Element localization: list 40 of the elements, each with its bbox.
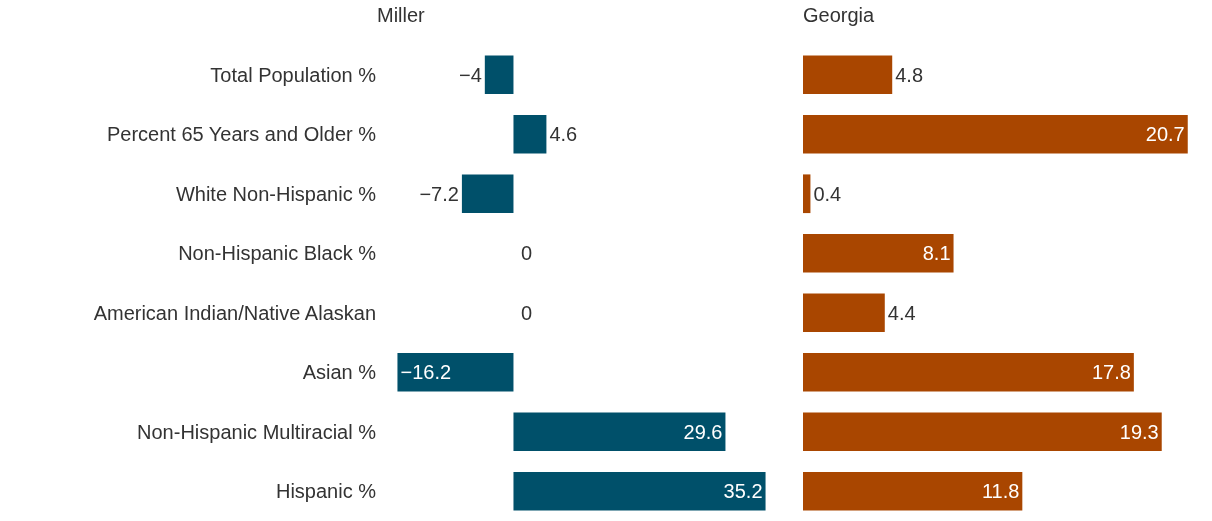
- bar: [513, 412, 726, 452]
- data-label: −4: [459, 63, 482, 86]
- data-label: 0: [521, 302, 533, 324]
- bar: [484, 55, 514, 95]
- bar: [803, 471, 1023, 511]
- data-label: 4.8: [895, 63, 924, 86]
- bar: [513, 471, 766, 511]
- y-tick-label: American Indian/Native Alaskan: [93, 301, 376, 324]
- bar: [803, 412, 1162, 452]
- data-label: 4.6: [549, 123, 578, 146]
- chart-title: Miller: [377, 3, 426, 26]
- data-label: 11.8: [981, 480, 1020, 503]
- data-label: 35.2: [723, 480, 763, 503]
- y-tick-label: Asian %: [302, 361, 377, 384]
- data-label: 17.8: [1091, 361, 1131, 384]
- chart-title: Georgia: [803, 3, 876, 26]
- data-label: −16.2: [400, 361, 452, 384]
- data-label: 19.3: [1119, 420, 1159, 443]
- bar: [803, 293, 885, 333]
- bar: [803, 233, 954, 273]
- y-tick-label: Total Population %: [210, 63, 377, 86]
- y-tick-label: Hispanic %: [275, 480, 377, 503]
- data-label: −7.2: [419, 182, 459, 205]
- bar: [513, 114, 547, 154]
- data-label: 29.6: [683, 420, 723, 443]
- y-tick-label: White Non-Hispanic %: [175, 182, 377, 205]
- data-label: 8.1: [922, 242, 951, 265]
- bar: [803, 55, 893, 95]
- data-label: 20.7: [1145, 123, 1185, 146]
- bar: [803, 174, 811, 214]
- y-tick-label: Percent 65 Years and Older %: [106, 123, 377, 146]
- bar: [397, 352, 514, 392]
- data-label: 0.4: [813, 182, 842, 205]
- bar: [461, 174, 514, 214]
- bar: [803, 352, 1134, 392]
- data-label: 0: [521, 242, 533, 264]
- y-tick-label: Non-Hispanic Multiracial %: [137, 420, 377, 443]
- y-tick-label: Non-Hispanic Black %: [178, 242, 377, 265]
- bar: [803, 114, 1188, 154]
- data-label: 4.4: [887, 301, 916, 324]
